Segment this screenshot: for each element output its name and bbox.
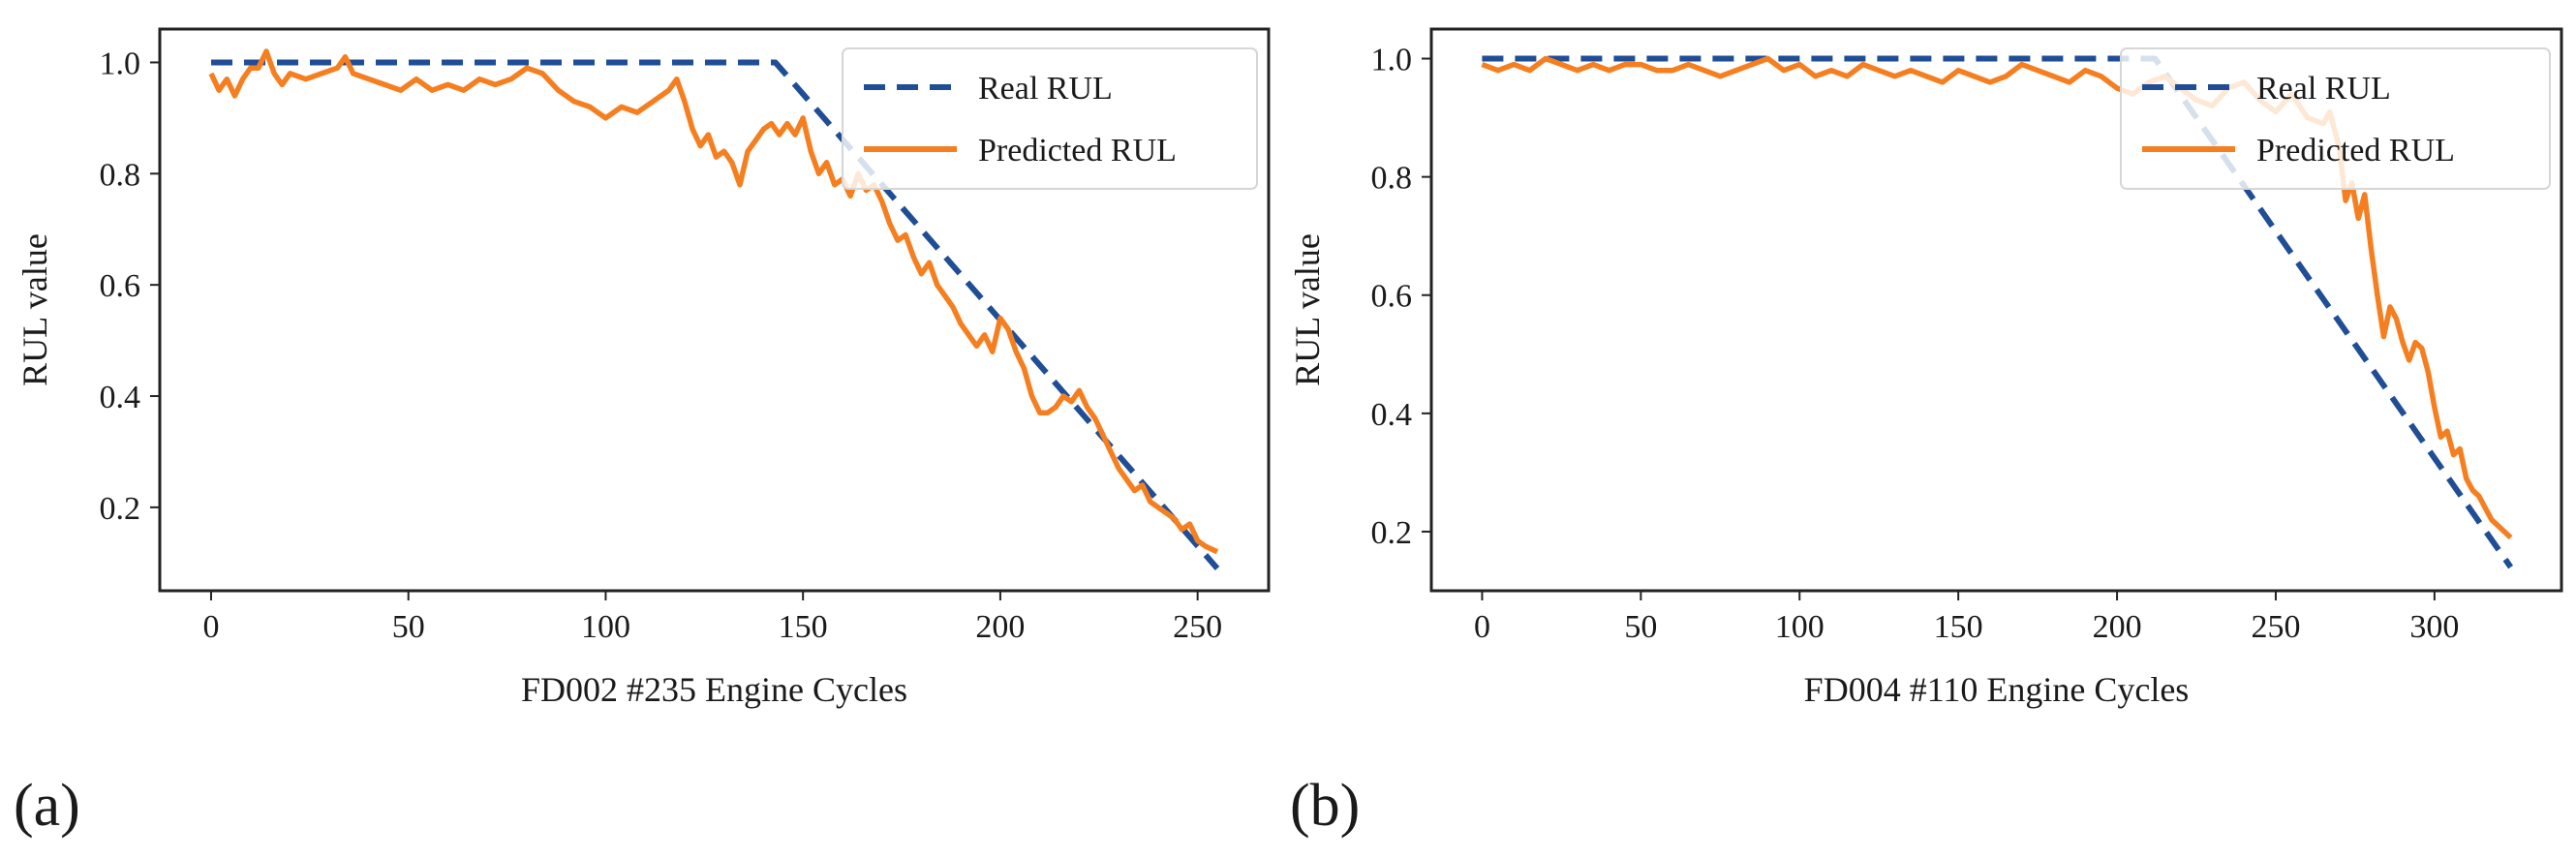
- y-tick-label: 0.2: [1371, 515, 1413, 551]
- x-tick-label: 200: [975, 609, 1025, 645]
- x-tick-label: 50: [1624, 609, 1657, 645]
- x-tick-label: 50: [392, 609, 425, 645]
- legend-label-predicted-rul: Predicted RUL: [978, 133, 1177, 169]
- y-tick-label: 0.8: [1371, 161, 1413, 197]
- plot-frame: [1429, 27, 2563, 593]
- x-axis-label: FD004 #110 Engine Cycles: [1804, 670, 2190, 709]
- x-tick-label: 150: [779, 609, 828, 645]
- x-tick-label: 200: [2093, 609, 2142, 645]
- y-tick-label: 0.6: [1371, 279, 1413, 315]
- x-tick-label: 250: [1173, 609, 1222, 645]
- panel-b-tag: (b): [1290, 773, 1360, 839]
- x-tick-label: 100: [1775, 609, 1825, 645]
- y-tick-label: 0.2: [100, 491, 141, 527]
- y-tick-label: 1.0: [100, 46, 141, 81]
- legend-label-predicted-rul: Predicted RUL: [2256, 133, 2455, 169]
- x-tick-label: 250: [2251, 609, 2300, 645]
- y-tick-label: 0.8: [100, 157, 141, 193]
- x-tick-label: 300: [2409, 609, 2459, 645]
- series-line-real-rul: [211, 59, 1220, 570]
- y-tick-label: 0.4: [100, 380, 141, 415]
- x-tick-label: 100: [581, 609, 630, 645]
- y-axis-label: RUL value: [1288, 233, 1327, 386]
- y-axis-label: RUL value: [15, 233, 54, 386]
- legend-label-real-rul: Real RUL: [978, 71, 1113, 107]
- legend-label-real-rul: Real RUL: [2256, 71, 2391, 107]
- x-tick-label: 150: [1934, 609, 1983, 645]
- x-tick-label: 0: [1474, 609, 1490, 645]
- legend-box: [2120, 47, 2551, 190]
- series-line-predicted-rul: [208, 48, 1219, 555]
- y-tick-label: 0.4: [1371, 397, 1413, 433]
- x-tick-label: 0: [202, 609, 219, 645]
- legend: Real RUL Predicted RUL: [2120, 47, 2551, 190]
- panel-a-tag: (a): [14, 773, 80, 839]
- y-tick-label: 0.6: [100, 268, 141, 304]
- legend: Real RUL Predicted RUL: [842, 47, 1258, 190]
- x-axis-label: FD002 #235 Engine Cycles: [521, 670, 907, 709]
- y-tick-label: 1.0: [1371, 43, 1413, 78]
- panel-b: (b) 0 50 100 150 200 250 300 0.2 0.4 0.6 0.8 1.0 FD0…: [1288, 27, 2563, 839]
- plot-frame: [158, 27, 1271, 593]
- legend-box: [842, 47, 1258, 190]
- panel-a: (a) 0 50 100 150 200 250 0.2 0.4 0.6 0.8 1.0 FD002 …: [14, 27, 1271, 839]
